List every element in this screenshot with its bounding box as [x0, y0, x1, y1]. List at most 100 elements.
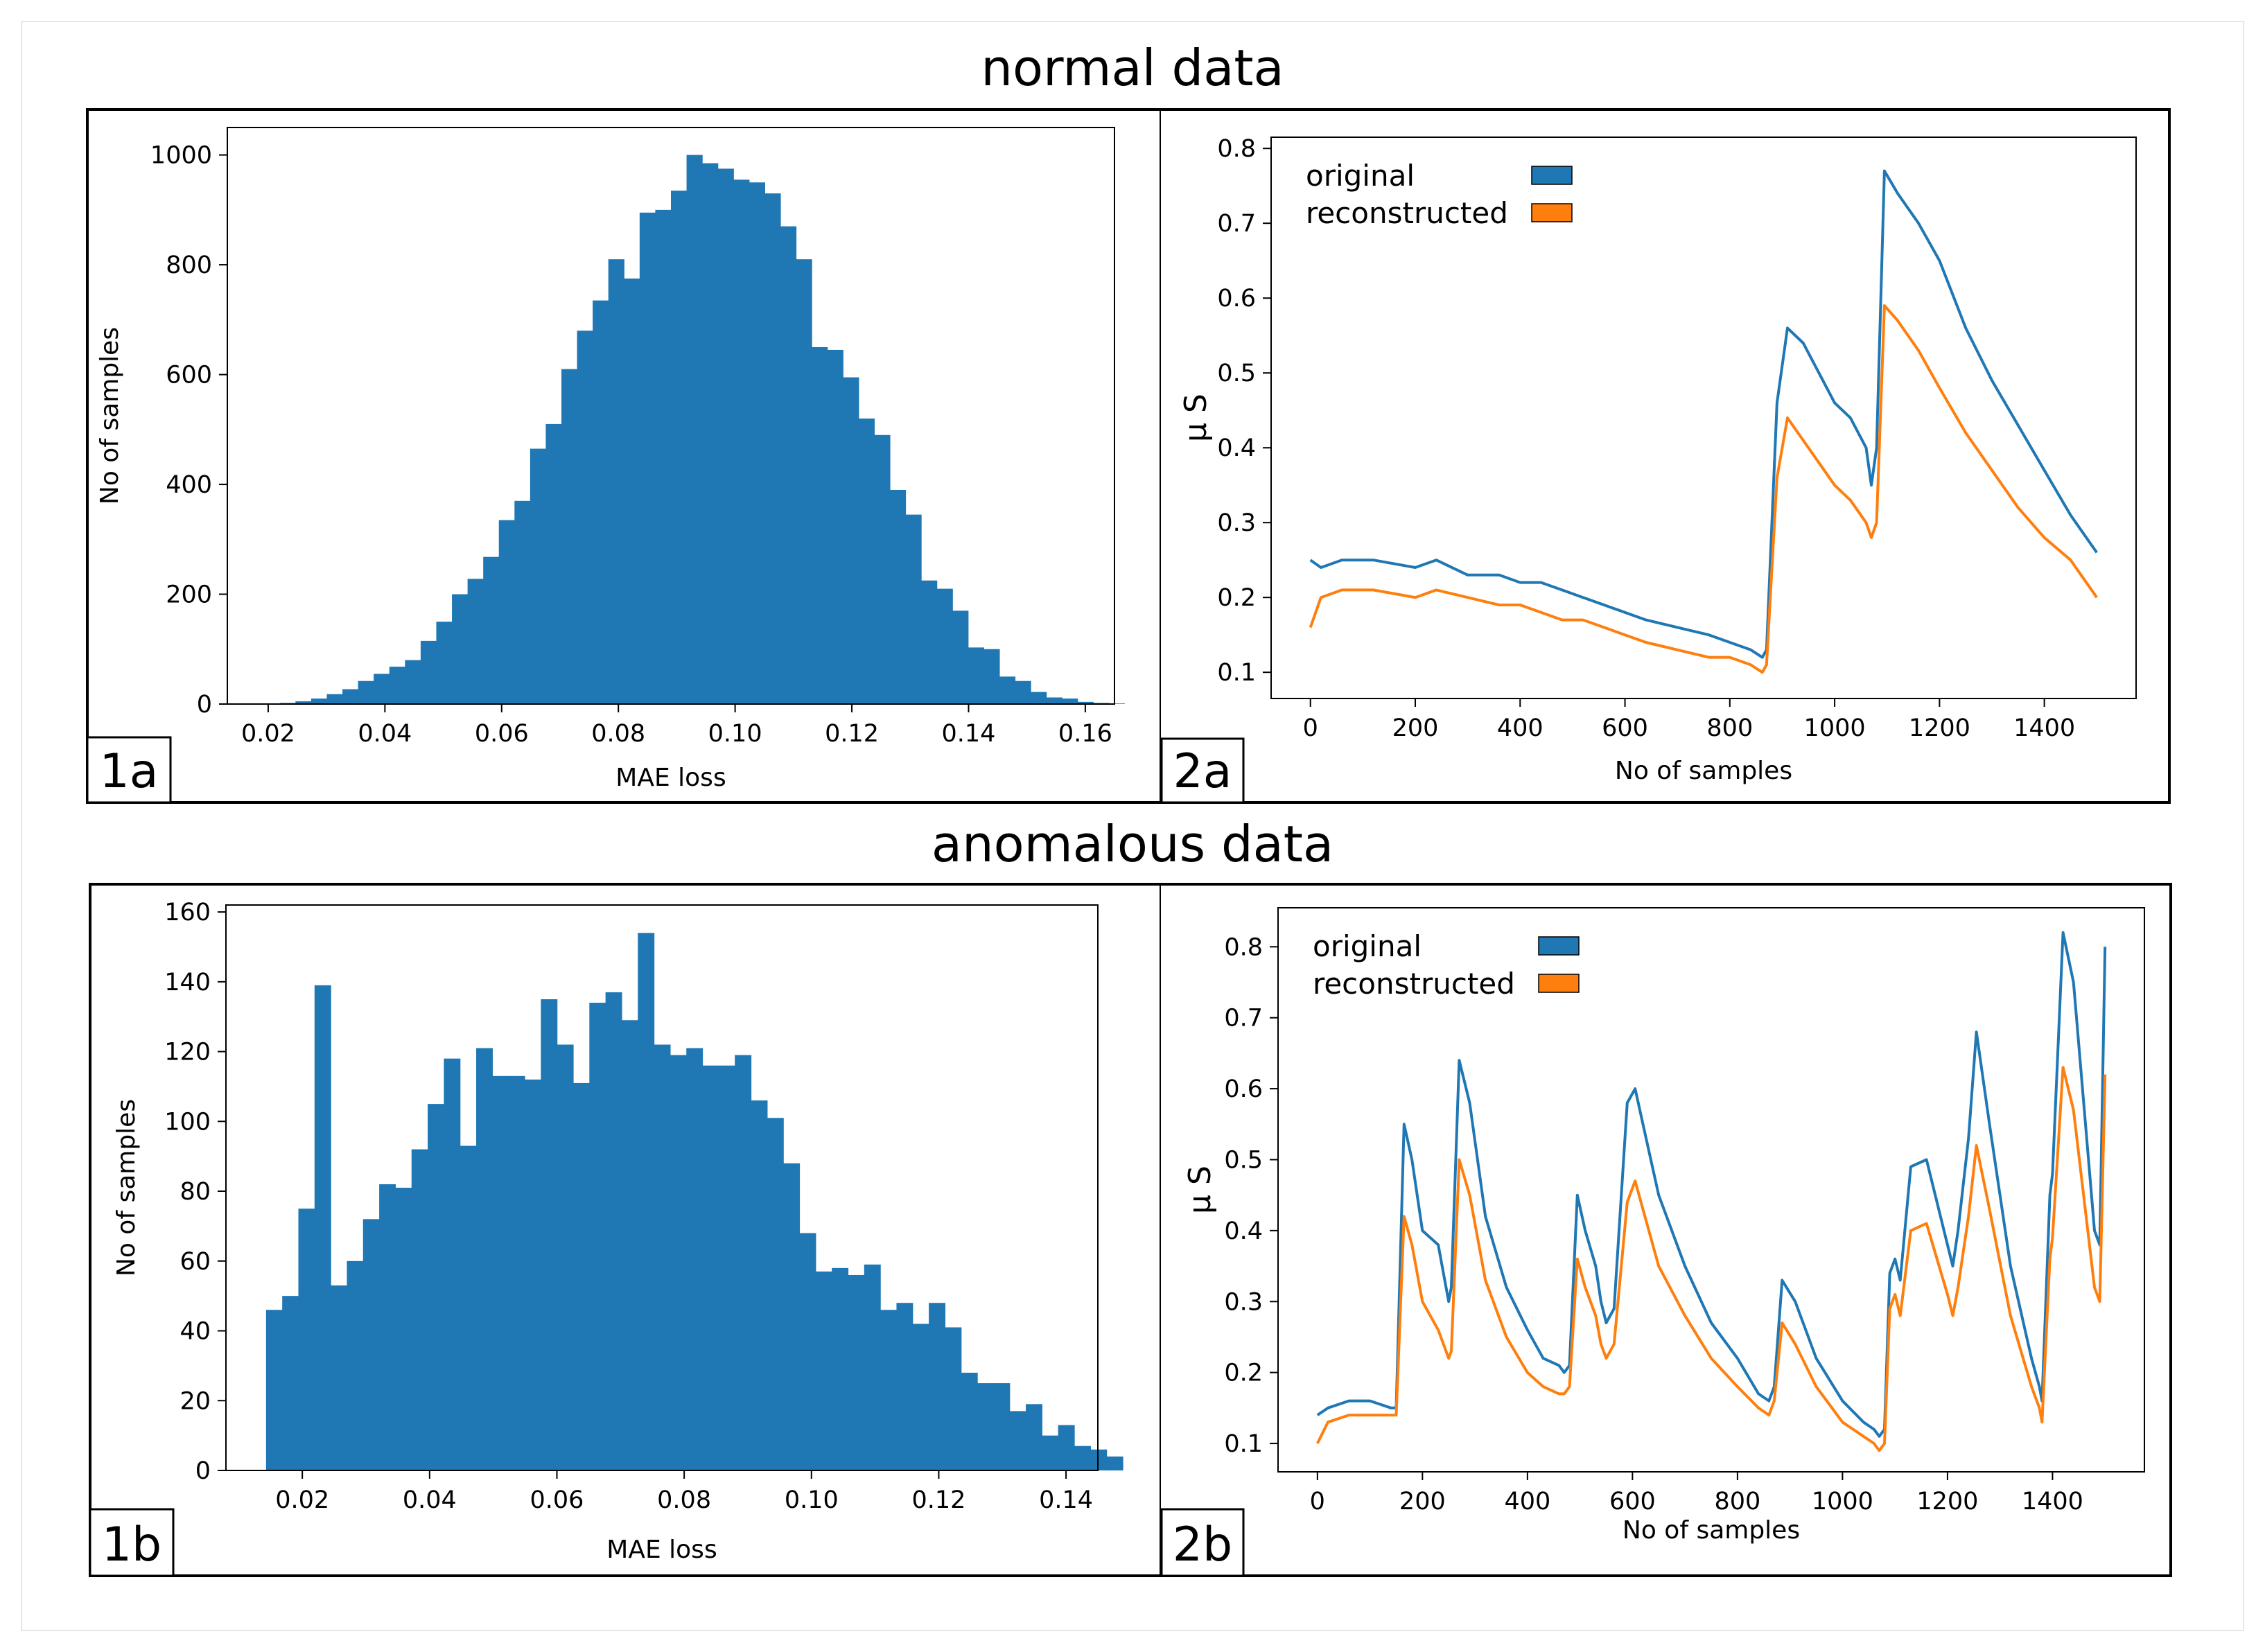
y-tick-label: 0.5 — [1217, 360, 1256, 387]
y-tick-label: 0.2 — [1217, 584, 1256, 612]
histogram-bar — [702, 1065, 719, 1470]
histogram-bar — [968, 647, 984, 704]
x-tick-label: 0.06 — [530, 1486, 584, 1514]
histogram-bar — [452, 594, 469, 704]
histogram-bar — [717, 168, 734, 704]
panel-label-box — [1160, 1508, 1245, 1577]
histogram-bar — [314, 985, 331, 1470]
x-tick-label: 0.04 — [403, 1486, 457, 1514]
x-tick-label: 200 — [1399, 1488, 1446, 1515]
plot-frame — [1277, 907, 2145, 1473]
x-tick-label: 0.12 — [911, 1486, 965, 1514]
legend-swatch-reconstructed — [1538, 974, 1580, 993]
x-tick-label: 400 — [1504, 1488, 1550, 1515]
histogram-bar — [945, 1327, 962, 1470]
plot-frame — [227, 127, 1115, 705]
histogram-bar — [265, 1310, 283, 1470]
histogram-bar — [1042, 1435, 1059, 1470]
histogram-bar — [889, 489, 907, 704]
y-tick-label: 200 — [166, 581, 212, 609]
y-tick-label: 0.4 — [1217, 434, 1256, 462]
histogram-bar — [1077, 701, 1094, 704]
y-tick-label: 600 — [166, 362, 212, 389]
histogram-bar — [498, 520, 515, 704]
x-tick-label: 0 — [1303, 714, 1318, 742]
legend-label-original: original — [1306, 159, 1415, 193]
histogram-bar — [342, 689, 359, 704]
y-tick-label: 1000 — [150, 142, 212, 170]
histogram-bar — [929, 1303, 946, 1470]
panel-label-box — [86, 736, 172, 804]
histogram-bar — [1015, 680, 1031, 704]
x-tick-label: 0.14 — [1039, 1486, 1093, 1514]
histogram-bar — [796, 259, 812, 705]
histogram-bar — [374, 674, 390, 704]
histogram-bar — [436, 622, 453, 704]
histogram-bar — [639, 212, 656, 704]
series-line-original — [1309, 169, 2098, 659]
histogram-bar — [832, 1267, 849, 1470]
y-tick-label: 0.8 — [1217, 135, 1256, 163]
histogram-bar — [1074, 1446, 1091, 1470]
histogram-bar — [905, 514, 922, 704]
histogram-bar — [670, 1055, 687, 1470]
y-tick-label: 0 — [197, 691, 212, 719]
histogram-bar — [671, 191, 688, 705]
x-tick-label: 0.06 — [475, 720, 529, 748]
histogram-bar — [843, 377, 859, 704]
histogram-bar — [733, 179, 750, 704]
histogram-bar — [525, 1079, 541, 1470]
histogram-bar — [530, 448, 547, 704]
histogram-bar — [514, 500, 531, 704]
histogram-bar — [993, 1383, 1011, 1470]
x-tick-label: 0.08 — [591, 720, 645, 748]
histogram-bar — [557, 1044, 574, 1470]
histogram-bar — [395, 1188, 412, 1470]
histogram-bar — [864, 1264, 881, 1470]
y-axis-label: μ S — [1182, 1166, 1218, 1214]
x-axis-label: No of samples — [1623, 1516, 1800, 1545]
histogram-bar — [1046, 697, 1062, 704]
histogram-bar — [780, 226, 797, 705]
y-tick-label: 0.7 — [1217, 210, 1256, 238]
normal-data-group — [86, 108, 2171, 804]
x-axis-label: MAE loss — [606, 1536, 717, 1564]
histogram-bar — [405, 660, 421, 704]
histogram-bar — [735, 1055, 752, 1470]
histogram-bar — [977, 1383, 995, 1470]
histogram-bar — [686, 1048, 703, 1470]
histogram-bar — [1090, 1449, 1108, 1470]
x-tick-label: 0.10 — [708, 720, 762, 748]
histogram-bar — [492, 1075, 509, 1470]
histogram-bar — [282, 1296, 299, 1470]
histogram-bar — [936, 588, 953, 704]
histogram-bar — [961, 1372, 978, 1470]
legend-label-reconstructed: reconstructed — [1313, 967, 1515, 1001]
histogram-bar — [1026, 1404, 1042, 1470]
y-axis-label: μ S — [1178, 394, 1214, 442]
y-tick-label: 400 — [166, 471, 212, 499]
panel-label: 1b — [102, 1518, 161, 1572]
histogram-bar — [476, 1048, 493, 1470]
x-tick-label: 0.16 — [1058, 720, 1112, 748]
histogram-bar — [751, 1100, 768, 1470]
series-line-original — [1316, 931, 2107, 1438]
histogram-bar — [467, 579, 484, 704]
histogram-bar — [874, 434, 891, 704]
histogram-bar — [561, 369, 578, 704]
series-line-reconstructed — [1316, 1066, 2107, 1452]
histogram-bar — [411, 1149, 428, 1470]
histogram-bar — [686, 155, 703, 705]
x-tick-label: 0.10 — [785, 1486, 839, 1514]
y-tick-label: 80 — [180, 1178, 211, 1206]
histogram-bar — [593, 300, 609, 705]
series-line-reconstructed — [1309, 304, 2098, 674]
histogram-bar — [541, 999, 558, 1470]
histogram-bar — [577, 331, 593, 705]
histogram-bar — [589, 1003, 606, 1470]
histogram-bar — [608, 259, 624, 705]
y-axis-label: No of samples — [112, 1099, 141, 1276]
chart-2a — [1160, 109, 2137, 804]
histogram-bar — [912, 1324, 929, 1470]
